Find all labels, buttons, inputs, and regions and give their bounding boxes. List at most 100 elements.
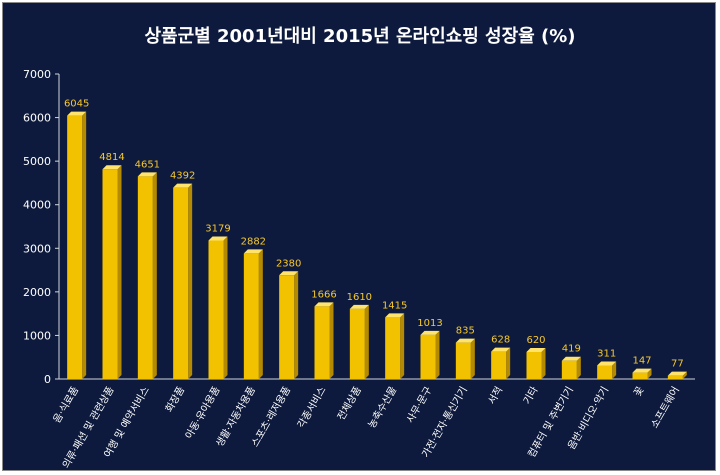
data-label: 147 xyxy=(632,356,651,367)
x-tick-label: 소프트웨어 xyxy=(649,385,682,431)
axes: 01000200030004000500060007000음·식료품의류·패션 … xyxy=(23,68,695,470)
bar xyxy=(208,236,228,379)
bar-side xyxy=(294,271,299,379)
bar-side xyxy=(470,338,475,379)
bar-front xyxy=(102,169,118,379)
bar-top xyxy=(349,304,369,309)
bar-side xyxy=(152,172,157,379)
chart-frame: 상품군별 2001년대비 2015년 온라인쇼핑 성장율 (%) 0 1000 20… xyxy=(2,2,716,471)
bar-top xyxy=(420,330,440,335)
bar-top xyxy=(667,371,687,376)
bar-side xyxy=(258,249,263,379)
bar-top xyxy=(491,347,511,352)
x-tick-label: 아동·유아용품 xyxy=(183,385,223,442)
bar-front xyxy=(243,253,259,379)
bar xyxy=(385,313,405,379)
bar-front xyxy=(279,275,295,379)
x-tick-label: 각종서비스 xyxy=(295,385,328,431)
data-label: 4814 xyxy=(99,152,124,163)
bar-front xyxy=(667,375,683,379)
bar-front xyxy=(349,308,365,379)
y-tick-label: 1000 xyxy=(23,329,51,342)
bar xyxy=(667,371,687,379)
data-label: 1415 xyxy=(382,300,407,311)
data-label: 6045 xyxy=(64,99,89,110)
bar xyxy=(561,356,581,379)
y-tick-label: 3000 xyxy=(23,242,51,255)
bar-top xyxy=(102,165,122,170)
data-label: 1666 xyxy=(311,289,336,300)
bar-top xyxy=(526,347,546,352)
bar-top xyxy=(67,111,87,116)
bar xyxy=(420,330,440,379)
chart-title: 상품군별 2001년대비 2015년 온라인쇼핑 성장율 (%) xyxy=(145,26,576,47)
bar-side xyxy=(188,183,193,379)
bar-front xyxy=(491,351,507,379)
bar-front xyxy=(526,351,542,379)
data-label: 4651 xyxy=(135,159,160,170)
bar-front xyxy=(314,306,330,379)
bar-top xyxy=(137,172,157,177)
bar xyxy=(243,249,263,379)
x-tick-label: 서적 xyxy=(486,384,506,406)
bar xyxy=(455,338,475,379)
bar xyxy=(526,347,546,379)
bar-front xyxy=(173,187,189,379)
bar-side xyxy=(435,330,440,379)
bar-side xyxy=(400,313,405,379)
bar-front xyxy=(208,240,224,379)
x-tick-label: 사무·문구 xyxy=(404,385,434,426)
bar-top xyxy=(314,302,334,307)
x-tick-label: 꽃 xyxy=(632,385,647,399)
x-tick-label: 전체상품 xyxy=(335,385,364,423)
bar-top xyxy=(243,249,263,254)
data-labels: 6045 4814 4651 4392 3179 2882 2380 1666 1610 1415… xyxy=(64,99,684,370)
data-label: 2882 xyxy=(241,236,266,247)
x-tick-label: 음·식료품 xyxy=(51,385,81,426)
bar-side xyxy=(541,347,546,379)
data-label: 1610 xyxy=(347,292,372,303)
bar-side xyxy=(82,111,87,379)
bar xyxy=(491,347,511,379)
data-label: 3179 xyxy=(205,223,230,234)
y-tick-label: 7000 xyxy=(23,68,51,81)
bar-top xyxy=(561,356,581,361)
bar-front xyxy=(597,365,613,379)
bar xyxy=(314,302,334,379)
data-label: 4392 xyxy=(170,171,195,182)
bar-side xyxy=(647,368,652,379)
bar-side xyxy=(223,236,228,379)
growth-bar-chart: 상품군별 2001년대비 2015년 온라인쇼핑 성장율 (%) 0 1000 20… xyxy=(23,26,695,470)
y-tick-label: 4000 xyxy=(23,199,51,212)
bar-front xyxy=(420,334,436,379)
x-tick-label: 화장품 xyxy=(163,385,187,415)
y-tick-label: 6000 xyxy=(23,112,51,125)
bar-front xyxy=(455,342,471,379)
bar-front xyxy=(561,360,577,379)
bar xyxy=(349,304,369,379)
bar-front xyxy=(137,176,153,379)
bar-side xyxy=(576,356,581,379)
bar-side xyxy=(506,347,511,379)
x-tick-label: 기타 xyxy=(521,385,541,407)
data-label: 2380 xyxy=(276,258,301,269)
bar xyxy=(137,172,157,379)
bar-front xyxy=(632,372,648,379)
bar-top xyxy=(279,271,299,276)
bar xyxy=(173,183,193,379)
bar xyxy=(67,111,87,379)
y-tick-label: 0 xyxy=(44,373,51,386)
data-label: 1013 xyxy=(417,318,442,329)
bar-top xyxy=(385,313,405,318)
data-label: 835 xyxy=(456,326,475,337)
bar-side xyxy=(364,304,369,379)
bar-top xyxy=(632,368,652,373)
bar-front xyxy=(385,317,401,379)
bar xyxy=(279,271,299,379)
bar-top xyxy=(208,236,228,241)
data-label: 628 xyxy=(491,335,510,346)
data-label: 419 xyxy=(562,344,581,355)
bars xyxy=(67,111,687,379)
data-label: 620 xyxy=(526,335,545,346)
bar-side xyxy=(612,361,617,379)
